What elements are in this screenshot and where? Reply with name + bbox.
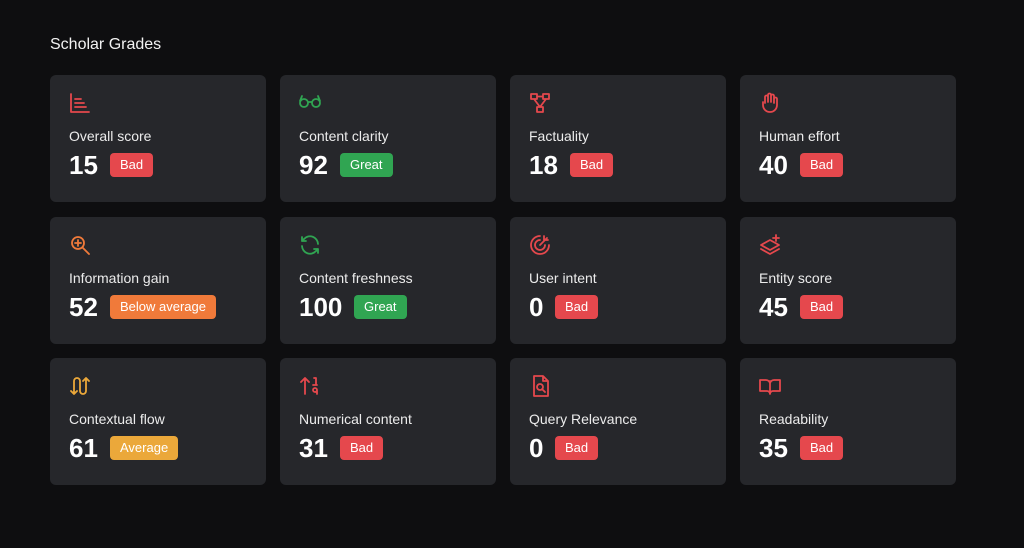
card-label: Content freshness	[299, 269, 413, 286]
icon-shape	[300, 377, 318, 395]
card-label: Contextual flow	[69, 411, 165, 427]
grade-card: Readability 35 Bad	[740, 358, 956, 485]
icon-shape	[301, 234, 319, 255]
grade-badge: Great	[340, 153, 393, 177]
card-label: Information gain	[69, 269, 170, 286]
card-score: 40	[759, 150, 788, 180]
grade-badge: Bad	[555, 436, 599, 460]
card-label: Numerical content	[299, 411, 412, 427]
icon-shape	[533, 375, 549, 397]
grade-badge: Below average	[110, 294, 216, 319]
card-label: Overall score	[69, 128, 152, 144]
grade-badge: Bad	[800, 436, 844, 460]
card-icon	[301, 234, 319, 255]
grade-badge: Average	[110, 436, 179, 460]
icon-shape	[70, 377, 90, 395]
grade-badge: Bad	[110, 153, 154, 177]
grade-badge: Bad	[800, 153, 844, 177]
card-label: Content clarity	[299, 128, 389, 144]
card-icon	[70, 377, 90, 395]
card-icon	[70, 93, 90, 113]
grade-badge: Bad	[340, 436, 384, 460]
icon-shape	[299, 95, 321, 108]
card-score: 92	[299, 150, 328, 180]
grade-card: User intent 0 Bad	[510, 216, 726, 344]
grade-card: Contextual flow 61 Average	[50, 358, 266, 485]
card-score: 31	[299, 433, 328, 463]
card-icon	[762, 92, 778, 113]
grade-card: Human effort 40 Bad	[740, 75, 956, 202]
card-icon	[760, 233, 780, 255]
grade-card: Content clarity 92 Great	[280, 75, 496, 202]
icon-shape	[71, 235, 90, 255]
icon-shape	[530, 93, 550, 113]
icon-shape	[762, 92, 778, 113]
card-icon	[530, 234, 550, 255]
icon-shape	[530, 234, 550, 255]
card-score: 0	[529, 291, 544, 322]
grade-badge: Bad	[800, 294, 844, 319]
icon-shape	[760, 233, 780, 255]
icon-shape	[759, 379, 781, 395]
card-label: Factuality	[529, 128, 589, 144]
card-score: 61	[69, 433, 98, 463]
card-score: 45	[759, 291, 788, 322]
card-icon	[533, 375, 549, 397]
grade-card: Numerical content 31 Bad	[280, 358, 496, 485]
card-score: 18	[529, 150, 558, 180]
card-score: 100	[299, 291, 343, 322]
grade-card: Factuality 18 Bad	[510, 75, 726, 202]
card-icon	[299, 95, 321, 108]
card-label: Entity score	[759, 269, 833, 286]
grade-card: Query Relevance 0 Bad	[510, 358, 726, 485]
card-score: 52	[69, 291, 98, 322]
card-icon	[71, 235, 90, 255]
grade-card: Entity score 45 Bad	[740, 216, 956, 344]
grade-card: Overall score 15 Bad	[50, 75, 266, 202]
icon-shape	[70, 93, 90, 113]
card-label: User intent	[529, 269, 597, 286]
grade-badge: Bad	[570, 153, 614, 177]
grade-card: Content freshness 100 Great	[280, 216, 496, 344]
page-title: Scholar Grades	[50, 36, 162, 53]
card-score: 0	[529, 433, 544, 463]
card-label: Query Relevance	[529, 411, 638, 427]
card-label: Readability	[759, 411, 829, 427]
grade-card: Information gain 52 Below average	[50, 216, 266, 344]
card-score: 15	[69, 150, 98, 180]
card-icon	[300, 377, 318, 395]
card-score: 35	[759, 433, 788, 463]
grade-badge: Bad	[555, 294, 599, 319]
grade-badge: Great	[354, 294, 407, 319]
card-icon	[759, 379, 781, 395]
card-label: Human effort	[759, 128, 840, 144]
card-icon	[530, 93, 550, 113]
